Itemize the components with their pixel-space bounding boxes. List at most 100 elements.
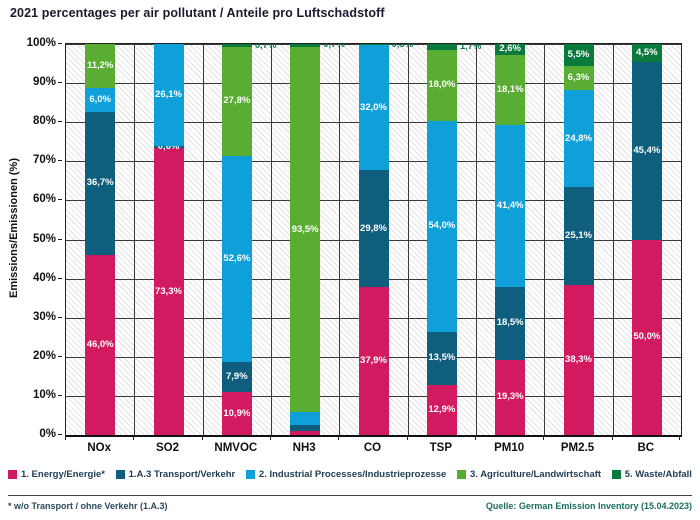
legend-label: 1. Energy/Energie* [21, 469, 105, 480]
bar-segment-NMVOC [221, 155, 252, 362]
y-tick-label: 0% [39, 428, 56, 440]
legend-color-swatch [115, 470, 125, 479]
bar-segment-NOx [85, 44, 116, 89]
category-separator [476, 44, 477, 435]
category-separator [134, 44, 136, 435]
y-tick-mark [58, 316, 62, 318]
bar-segment-NMVOC [221, 361, 252, 393]
legend-item: 2. Industrial Processes/Industrieprozess… [245, 469, 447, 480]
x-axis: NOx SO2 NMVOC NH3 CO TSP PM10 PM2.5 BC [65, 436, 680, 460]
bar-segment-NMVOC [221, 47, 252, 156]
x-tick-label-PM2.5: PM2.5 [560, 442, 595, 454]
y-tick-label: 30% [32, 310, 56, 323]
bar-segment-PM2.5 [563, 90, 594, 188]
y-tick-mark [58, 82, 62, 84]
legend-item: 5. Waste/Abfall [611, 469, 692, 480]
x-tick-label-SO2: SO2 [155, 442, 179, 454]
legend-color-swatch [456, 470, 466, 479]
bar-segment-NMVOC [221, 44, 252, 48]
legend: 1. Energy/Energie* 1.A.3 Transport/Verkeh… [8, 469, 692, 480]
category-separator [407, 44, 409, 435]
bar-segment-TSP [426, 50, 457, 121]
bar-segment-PM2.5 [563, 65, 594, 91]
x-tick-label-BC: BC [637, 442, 655, 454]
footer-divider [8, 495, 692, 496]
x-tick-mark [611, 436, 613, 440]
bar-segment-PM10 [495, 359, 526, 435]
y-tick-label: 10% [32, 388, 56, 401]
legend-label: 1.A.3 Transport/Verkehr [128, 469, 236, 480]
legend-label: 3. Agriculture/Landwirtschaft [469, 469, 602, 480]
y-tick-mark [58, 43, 62, 44]
chart-title: 2021 percentages per air pollutant / Ant… [10, 6, 385, 20]
category-separator [339, 44, 341, 435]
x-tick-mark [406, 436, 408, 440]
x-tick-label-NOx: NOx [87, 442, 111, 454]
bar-segment-CO [358, 45, 389, 171]
y-tick-mark [58, 277, 62, 279]
bar-segment-NMVOC [221, 392, 252, 435]
bar-segment-TSP [426, 384, 457, 435]
x-tick-mark [679, 436, 680, 440]
y-tick-mark [58, 121, 62, 123]
x-tick-mark [201, 436, 203, 440]
bar-segment-NH3 [290, 412, 321, 425]
bar-segment-PM10 [495, 44, 526, 55]
bar-segment-PM2.5 [563, 285, 594, 435]
y-tick-label: 40% [32, 271, 56, 284]
bar-segment-CO [358, 170, 389, 287]
legend-color-swatch [245, 470, 255, 479]
x-tick-mark [338, 436, 340, 440]
y-tick-label: 80% [32, 115, 56, 128]
bar-segment-NH3 [290, 424, 321, 432]
bar-segment-NH3 [290, 44, 321, 47]
x-tick-mark [133, 436, 135, 440]
bar-segment-BC [631, 239, 662, 435]
bar-segment-PM10 [495, 125, 526, 288]
legend-item: 3. Agriculture/Landwirtschaft [456, 469, 602, 480]
bar-segment-NH3 [290, 431, 321, 435]
y-tick-label: 70% [32, 154, 56, 167]
legend-item: 1.A.3 Transport/Verkehr [115, 469, 236, 480]
source-caption: Quelle: German Emission Inventory (15.04… [485, 501, 692, 511]
plot-area: 46,0% 36,7% 6,0% 11,2% 73,3% 0,6% 26,1% 10,9% 7,… [65, 43, 682, 437]
category-separator [271, 44, 272, 435]
bar-segment-PM10 [495, 54, 526, 126]
legend-label: 2. Industrial Processes/Industrieprozess… [258, 469, 447, 480]
bar-segment-NOx [85, 255, 116, 435]
x-tick-mark [543, 436, 545, 440]
y-tick-mark [58, 238, 62, 240]
x-tick-label-TSP: TSP [429, 442, 452, 454]
category-separator [202, 44, 204, 435]
x-tick-label-NH3: NH3 [292, 442, 316, 454]
bar-segment-SO2 [153, 146, 184, 149]
bar-segment-TSP [426, 44, 457, 51]
category-separator [544, 44, 546, 435]
y-tick-mark [58, 160, 62, 162]
bar-segment-CO [358, 44, 389, 46]
bar-segment-PM10 [495, 287, 526, 360]
bar-segment-BC [631, 44, 662, 62]
y-tick-mark [58, 394, 62, 396]
bar-segment-BC [631, 62, 662, 240]
y-tick-label: 60% [32, 193, 56, 206]
x-tick-mark [270, 436, 271, 440]
bar-segment-SO2 [153, 44, 184, 147]
category-separator [612, 44, 614, 435]
bar-segment-SO2 [153, 148, 184, 435]
y-tick-mark [58, 434, 62, 435]
footnote: * w/o Transport / ohne Verkehr (1.A.3) [8, 501, 168, 511]
y-axis: 0% 10% 20% 30% 40% 50% 60% 70% 80% 90% 100% [16, 37, 62, 440]
x-tick-label-PM10: PM10 [494, 442, 525, 454]
legend-item: 1. Energy/Energie* [8, 469, 105, 480]
bar-segment-PM2.5 [563, 44, 594, 66]
bar-segment-NH3 [290, 46, 321, 413]
legend-color-swatch [611, 470, 621, 479]
bar-segment-CO [358, 286, 389, 435]
x-tick-mark [65, 436, 66, 440]
bar-segment-PM2.5 [563, 187, 594, 286]
y-tick-mark [58, 199, 62, 201]
bar-segment-NOx [85, 88, 116, 112]
y-tick-mark [58, 355, 62, 357]
y-tick-label: 100% [26, 37, 56, 49]
